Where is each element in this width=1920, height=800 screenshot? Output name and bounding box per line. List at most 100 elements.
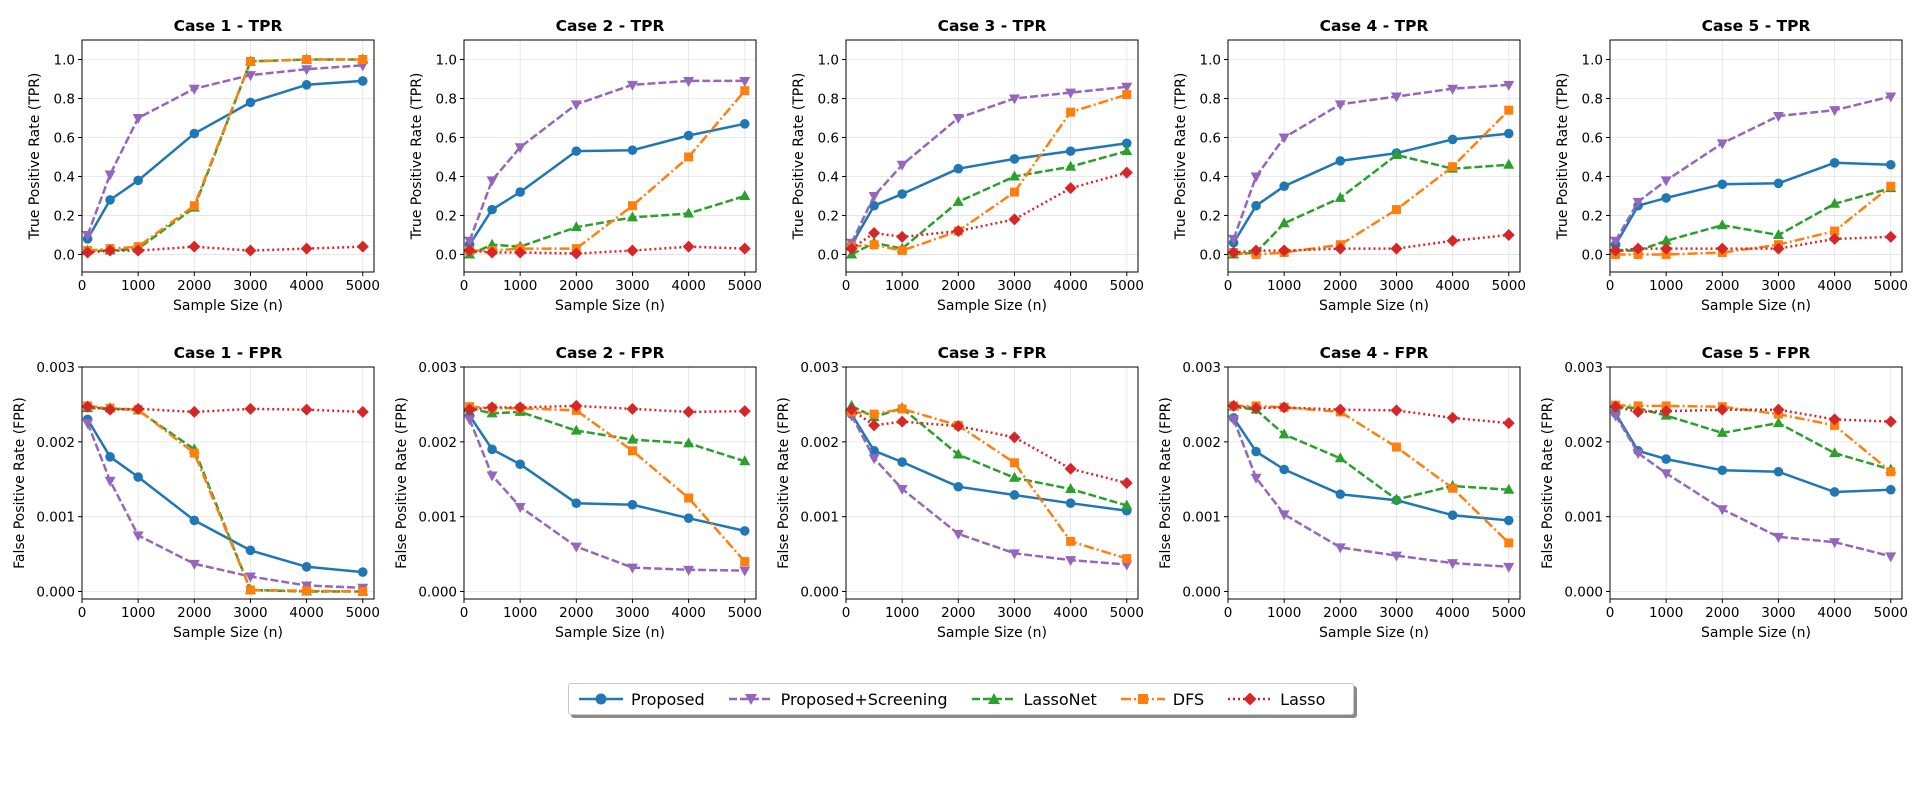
y-tick-label: 0.0 [818,247,839,263]
chart-title: Case 1 - FPR [174,344,283,362]
x-tick-label: 4000 [289,278,323,294]
chart-title: Case 2 - TPR [556,17,665,35]
data-point-lassonet [683,437,695,448]
y-tick-label: 0.003 [418,360,457,376]
y-tick-label: 0.4 [54,169,75,185]
data-point-proposed-screening [1250,172,1262,183]
data-point-proposed [1829,158,1840,168]
data-point-lasso [626,402,639,415]
data-point-lassonet [1390,149,1402,160]
y-tick-label: 0.001 [418,510,457,526]
y-tick-label: 0.4 [1582,169,1603,185]
data-point-lasso [1828,413,1841,426]
data-point-proposed [133,472,143,482]
data-point-dfs [302,54,312,64]
x-tick-label: 3000 [1379,605,1413,621]
legend-label-dfs: DFS [1172,689,1205,709]
data-point-dfs [897,404,907,414]
data-point-proposed [1447,510,1458,520]
data-point-proposed [1065,498,1076,509]
data-point-proposed-screening [486,176,498,187]
plot-frame [463,366,757,600]
x-tick-label: 4000 [671,278,705,294]
data-point-lasso [1008,431,1021,444]
data-point-proposed [1009,490,1020,500]
data-point-dfs [1009,187,1019,197]
data-point-dfs [358,587,368,597]
data-point-lasso [626,244,639,257]
data-point-proposed [1335,156,1346,166]
data-point-lassonet [1772,228,1784,239]
y-tick-label: 0.6 [1582,130,1603,146]
data-point-dfs [740,557,750,567]
series-line-lasso [1233,404,1509,425]
chart-title: Case 4 - TPR [1320,17,1429,35]
plot-frame [463,39,757,273]
data-point-proposed-screening [244,572,256,583]
data-point-lassonet [1121,145,1133,156]
x-tick-label: 4000 [671,605,705,621]
data-point-lasso [1278,244,1291,257]
data-point-lasso [952,420,965,433]
x-tick-label: 0 [1224,278,1233,294]
series-line-lassonet [1233,405,1509,501]
y-tick-label: 0.0 [436,247,457,263]
y-axis-label: True Positive Rate (TPR) [1173,73,1189,241]
x-tick-label: 2000 [177,605,211,621]
data-point-lassonet [1716,426,1728,437]
data-point-proposed-screening [1660,469,1672,480]
data-point-dfs [869,240,879,250]
data-point-proposed-screening [1503,562,1515,573]
data-point-proposed [189,515,200,526]
data-point-proposed-screening [1447,559,1459,570]
data-point-lasso [1716,403,1729,416]
data-point-proposed-screening [1716,505,1728,516]
data-point-lassonet [1829,197,1841,208]
x-tick-label: 0 [1224,605,1233,621]
data-point-lasso [1502,228,1515,241]
data-point-dfs [684,152,694,162]
data-point-lassonet [952,448,964,459]
x-tick-label: 2000 [1323,605,1357,621]
y-tick-label: 0.8 [818,91,839,107]
x-tick-label: 3000 [233,605,267,621]
data-point-proposed-screening [868,454,880,465]
data-point-proposed [739,526,750,536]
y-tick-label: 0.000 [1564,585,1603,601]
y-tick-label: 0.000 [36,585,75,601]
data-point-dfs [1122,554,1132,564]
y-tick-label: 0.002 [36,435,75,451]
subplot-case-4-tpr: 0 1000 2000 3000 4000 5000 0.0 0.2 0.4 0.6 0.8 1.0 C… [1173,17,1526,314]
data-point-proposed-screening [1228,234,1240,245]
x-tick-label: 3000 [233,278,267,294]
chart-title: Case 3 - TPR [938,17,1047,35]
data-point-lasso [845,403,858,416]
data-point-proposed-screening [1334,100,1346,111]
data-point-proposed [487,204,497,215]
legend-label-proposed: Proposed [631,689,705,709]
x-tick-label: 0 [78,605,87,621]
y-tick-label: 0.001 [36,510,75,526]
y-tick-label: 0.4 [436,169,457,185]
plot-frame [1227,39,1521,273]
data-point-lasso [1446,411,1459,424]
series-line-lasso [1615,405,1891,423]
data-point-lasso [896,230,909,243]
data-point-proposed-screening [132,113,144,124]
data-point-lasso [486,401,499,414]
data-point-lasso [1064,182,1077,195]
series-line-lasso [1233,233,1509,254]
data-point-proposed-screening [1610,411,1622,422]
x-axis-label: Sample Size (n) [1319,625,1429,641]
data-point-proposed-screening [1772,112,1784,123]
data-point-lasso [463,244,476,257]
data-point-proposed-screening [952,113,964,124]
x-tick-label: 5000 [1874,605,1908,621]
data-point-lasso [244,244,257,257]
data-point-lassonet [1065,160,1077,171]
data-point-lasso [188,240,201,253]
subplot-case-2-tpr: 0 1000 2000 3000 4000 5000 0.0 0.2 0.4 0.6 0.8 1.0 C… [409,17,762,314]
data-point-proposed-screening [1885,552,1897,563]
data-point-proposed-screening [1447,84,1459,95]
